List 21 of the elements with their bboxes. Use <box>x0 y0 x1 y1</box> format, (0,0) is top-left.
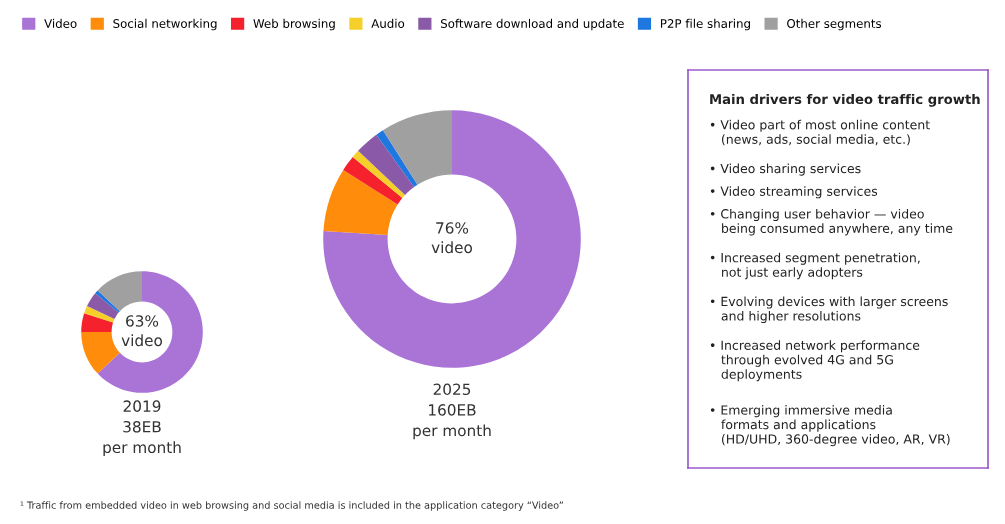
text: • Video streaming services <box>710 186 878 199</box>
text: • Changing user behavior — video being consumed anywhere, any time <box>710 208 953 236</box>
text: • Video sharing services <box>710 163 861 176</box>
text: • Emerging immersive media formats and applications (HD/UHD, 360-degree video, AR, VR) <box>710 405 950 447</box>
text: • Video part of most online content (news, ads, social media, etc.) <box>710 119 930 146</box>
text: 63% video <box>121 315 163 347</box>
text: • Evolving devices with larger screens and higher resolutions <box>710 296 948 324</box>
legend-label: Software download and update <box>440 18 624 31</box>
text: Main drivers for video traffic growth <box>710 93 980 107</box>
legend-label: Social networking <box>113 18 217 31</box>
text: • Increased network performance through evolved 4G and 5G deployments <box>710 340 920 382</box>
text: • Increased segment penetration, not just early adopters <box>710 252 920 280</box>
legend-label: Video <box>44 18 77 28</box>
legend-label: Web browsing <box>253 18 335 31</box>
legend-label: Other segments <box>787 18 882 31</box>
text: ¹ Traffic from embedded video in web browsing and social media is included in the application category “Video” <box>20 501 563 511</box>
legend-label: Audio <box>371 18 405 28</box>
legend-label: P2P file sharing <box>660 18 750 31</box>
text: 2019 38EB per month <box>103 400 181 457</box>
text: 76% video <box>431 222 473 254</box>
text: 2025 160EB per month <box>413 383 491 440</box>
